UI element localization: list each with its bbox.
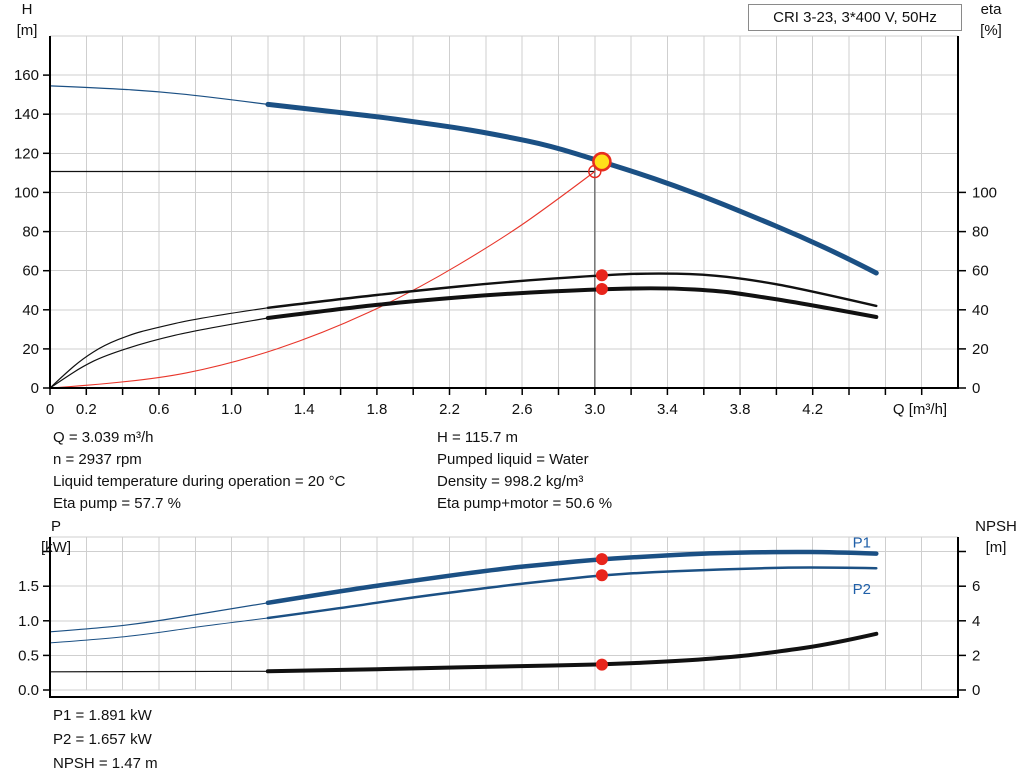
y-tick-label-right: 4 <box>972 613 980 630</box>
y-axis-title-left: [m] <box>17 22 38 39</box>
y-tick-label-right: 2 <box>972 647 980 664</box>
p1-duty-dot <box>595 553 608 566</box>
y-tick-label-right: 100 <box>972 184 997 201</box>
info-liquid: Pumped liquid = Water <box>437 451 589 468</box>
y-tick-label-left: 60 <box>22 263 39 280</box>
y-tick-label-right: 40 <box>972 302 989 319</box>
npsh-duty-dot <box>595 658 608 671</box>
pump-title-box: CRI 3-23, 3*400 V, 50Hz <box>748 4 962 31</box>
eta-pump-motor-duty-dot <box>595 283 608 295</box>
y-tick-label-left: 1.5 <box>18 578 39 595</box>
x-tick-label: 2.6 <box>512 401 533 418</box>
y-axis-title-left: H <box>22 1 33 18</box>
y-axis-title-left: P <box>51 518 61 535</box>
x-tick-label: 2.2 <box>439 401 460 418</box>
eta-pump-curve <box>266 272 878 309</box>
y-tick-label-left: 40 <box>22 302 39 319</box>
info-density: Density = 998.2 kg/m³ <box>437 473 584 490</box>
qh-curve <box>265 101 879 276</box>
info-eta-pump: Eta pump = 57.7 % <box>53 495 181 512</box>
y-tick-label-left: 0 <box>31 380 39 397</box>
x-axis-title: Q [m³/h] <box>893 401 947 418</box>
x-tick-label: 1.4 <box>294 401 315 418</box>
qh-eta-chart: 0 0.2 0.6 1.0 1.4 1.8 2.2 2.6 3.0 3.4 3.8 4.2 0 20 40 6… <box>14 1 1002 418</box>
info-temperature: Liquid temperature during operation = 20… <box>53 473 346 490</box>
x-tick-label: 1.8 <box>366 401 387 418</box>
y-tick-label-left: 120 <box>14 145 39 162</box>
y-tick-label-left: 0.5 <box>18 647 39 664</box>
power-npsh-chart: 0.0 0.5 1.0 1.5 0 2 4 6 P [kW] NPSH [m] P1 P2 <box>18 518 1017 699</box>
y-tick-label-left: 80 <box>22 224 39 241</box>
y-axis-title-right: eta <box>981 1 1003 18</box>
y-tick-label-right: 6 <box>972 578 980 595</box>
y-tick-label-left: 0.0 <box>18 682 39 699</box>
x-tick-label: 3.0 <box>584 401 605 418</box>
eta-pump-motor-curve <box>49 317 269 389</box>
p1-curve <box>49 602 269 633</box>
npsh-curve <box>49 670 269 673</box>
x-tick-label: 1.0 <box>221 401 242 418</box>
x-tick-label: 4.2 <box>802 401 823 418</box>
info-p2: P2 = 1.657 kW <box>53 731 152 748</box>
y-tick-label-right: 0 <box>972 380 980 397</box>
y-axis-title-right: NPSH <box>975 518 1017 535</box>
info-speed: n = 2937 rpm <box>53 451 142 468</box>
info-p1: P1 = 1.891 kW <box>53 707 152 724</box>
p1-curve <box>265 549 879 606</box>
p2-curve <box>266 566 878 620</box>
y-tick-label-left: 100 <box>14 184 39 201</box>
pump-title: CRI 3-23, 3*400 V, 50Hz <box>773 9 937 26</box>
p2-curve-label: P2 <box>853 581 871 598</box>
y-axis-title-left: [kW] <box>41 539 71 556</box>
info-head: H = 115.7 m <box>437 429 519 446</box>
info-eta-pump-motor: Eta pump+motor = 50.6 % <box>437 495 613 512</box>
p1-curve-label: P1 <box>853 534 871 551</box>
x-tick-label: 0.6 <box>149 401 170 418</box>
y-tick-label-right: 80 <box>972 224 989 241</box>
y-axis-title-right: [%] <box>980 22 1002 39</box>
y-tick-label-left: 140 <box>14 106 39 123</box>
eta-pump-curve <box>49 307 269 389</box>
info-flow: Q = 3.039 m³/h <box>53 429 154 446</box>
npsh-curve <box>265 631 879 674</box>
y-tick-label-right: 0 <box>972 682 980 699</box>
y-tick-label-left: 20 <box>22 341 39 358</box>
p2-duty-dot <box>595 569 608 582</box>
qh-curve <box>49 85 269 105</box>
eta-pump-motor-curve <box>265 286 879 320</box>
x-tick-label: 0 <box>46 401 54 418</box>
y-tick-label-right: 60 <box>972 263 989 280</box>
system-curve <box>49 170 596 389</box>
duty-info-left: Q = 3.039 m³/h n = 2937 rpm Liquid tempe… <box>53 427 345 515</box>
x-tick-label: 0.2 <box>76 401 97 418</box>
p2-curve <box>49 617 269 644</box>
info-npsh: NPSH = 1.47 m <box>53 755 158 772</box>
y-tick-label-right: 20 <box>972 341 989 358</box>
y-tick-label-left: 1.0 <box>18 613 39 630</box>
y-axis-title-right: [m] <box>986 539 1007 556</box>
y-tick-label-left: 160 <box>14 67 39 84</box>
power-info: P1 = 1.891 kW P2 = 1.657 kW NPSH = 1.47 … <box>53 704 158 776</box>
operating-point-marker <box>592 151 612 172</box>
x-tick-label: 3.8 <box>730 401 751 418</box>
x-tick-label: 3.4 <box>657 401 678 418</box>
duty-info-right: H = 115.7 m Pumped liquid = Water Densit… <box>437 427 612 515</box>
eta-pump-duty-dot <box>595 269 608 282</box>
